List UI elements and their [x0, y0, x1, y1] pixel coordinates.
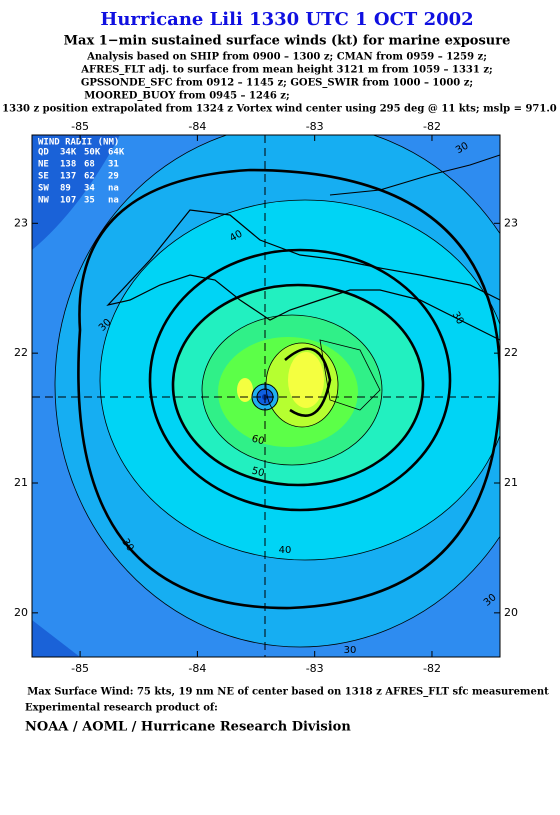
- contour-70: [288, 352, 324, 408]
- x-tick-label: -84: [188, 120, 206, 133]
- radii-header: 50K: [84, 148, 101, 158]
- x-tick-label: -83: [306, 662, 324, 675]
- credit: Experimental research product of:: [25, 703, 218, 714]
- y-tick-label: 22: [504, 346, 518, 359]
- low-wind-area: [32, 135, 120, 250]
- radii-cell: SW: [38, 184, 49, 194]
- radii-cell: 138: [60, 160, 76, 170]
- radii-cell: 107: [60, 196, 76, 206]
- source-line: GPSSONDE_SFC from 0912 – 1145 z; GOES_SW…: [81, 78, 473, 89]
- wind-field: [32, 135, 500, 657]
- y-tick-label: 22: [14, 346, 28, 359]
- contour-label: 30: [344, 645, 357, 656]
- radii-cell: 31: [108, 160, 119, 170]
- plot-frame: [31, 134, 501, 658]
- radii-cell: na: [108, 196, 119, 206]
- radii-cell: 137: [60, 172, 76, 182]
- wind-radii-table: WIND RADII (NM)QD 34K 50K 64K NE 138 68 31 SE 137…: [38, 138, 125, 206]
- radii-cell: NE: [38, 160, 49, 170]
- contour-label: 60: [250, 434, 265, 448]
- radii-cell: 35: [84, 196, 95, 206]
- contour-label: 40: [279, 545, 292, 556]
- x-tick-label: -85: [71, 120, 89, 133]
- max-wind-note: Max Surface Wind: 75 kts, 19 nm NE of ce…: [27, 687, 549, 698]
- radii-title: WIND RADII (NM): [38, 138, 119, 148]
- position-note: 1330 z position extrapolated from 1324 z…: [2, 104, 560, 115]
- x-tick-label: -84: [188, 662, 206, 675]
- x-tick-label: -82: [423, 662, 441, 675]
- radii-cell: 34: [84, 184, 95, 194]
- subtitle: Max 1−min sustained surface winds (kt) f…: [64, 34, 511, 49]
- x-tick-label: -85: [71, 662, 89, 675]
- source-line: MOORED_BUOY from 0945 – 1246 z;: [84, 91, 289, 102]
- low-wind-area: [32, 620, 80, 657]
- organization: NOAA / AOML / Hurricane Research Divisio…: [25, 720, 351, 735]
- x-tick-label: -82: [423, 120, 441, 133]
- radii-cell: SE: [38, 172, 49, 182]
- y-tick-label: 23: [14, 216, 28, 229]
- source-line: AFRES_FLT adj. to surface from mean heig…: [80, 65, 492, 76]
- contour-label: 50: [250, 466, 265, 480]
- coastline: [106, 209, 500, 341]
- y-tick-label: 20: [504, 606, 518, 619]
- radii-cell: 89: [60, 184, 71, 194]
- coastline: [319, 339, 381, 411]
- radii-header: 34K: [60, 148, 77, 158]
- contour-70: [237, 378, 253, 402]
- y-tick-label: 23: [504, 216, 518, 229]
- y-tick-label: 21: [14, 476, 28, 489]
- y-tick-label: 21: [504, 476, 518, 489]
- source-line: Analysis based on SHIP from 0900 – 1300 …: [86, 52, 487, 63]
- radii-cell: 62: [84, 172, 95, 182]
- radii-header: 64K: [108, 148, 125, 158]
- y-tick-label: 20: [14, 606, 28, 619]
- radii-cell: na: [108, 184, 119, 194]
- title: Hurricane Lili 1330 UTC 1 OCT 2002: [100, 9, 473, 30]
- radii-header: QD: [38, 148, 49, 158]
- radii-cell: NW: [38, 196, 49, 206]
- x-tick-label: -83: [306, 120, 324, 133]
- radii-cell: 68: [84, 160, 95, 170]
- coastline: [329, 154, 500, 196]
- radii-cell: 29: [108, 172, 119, 182]
